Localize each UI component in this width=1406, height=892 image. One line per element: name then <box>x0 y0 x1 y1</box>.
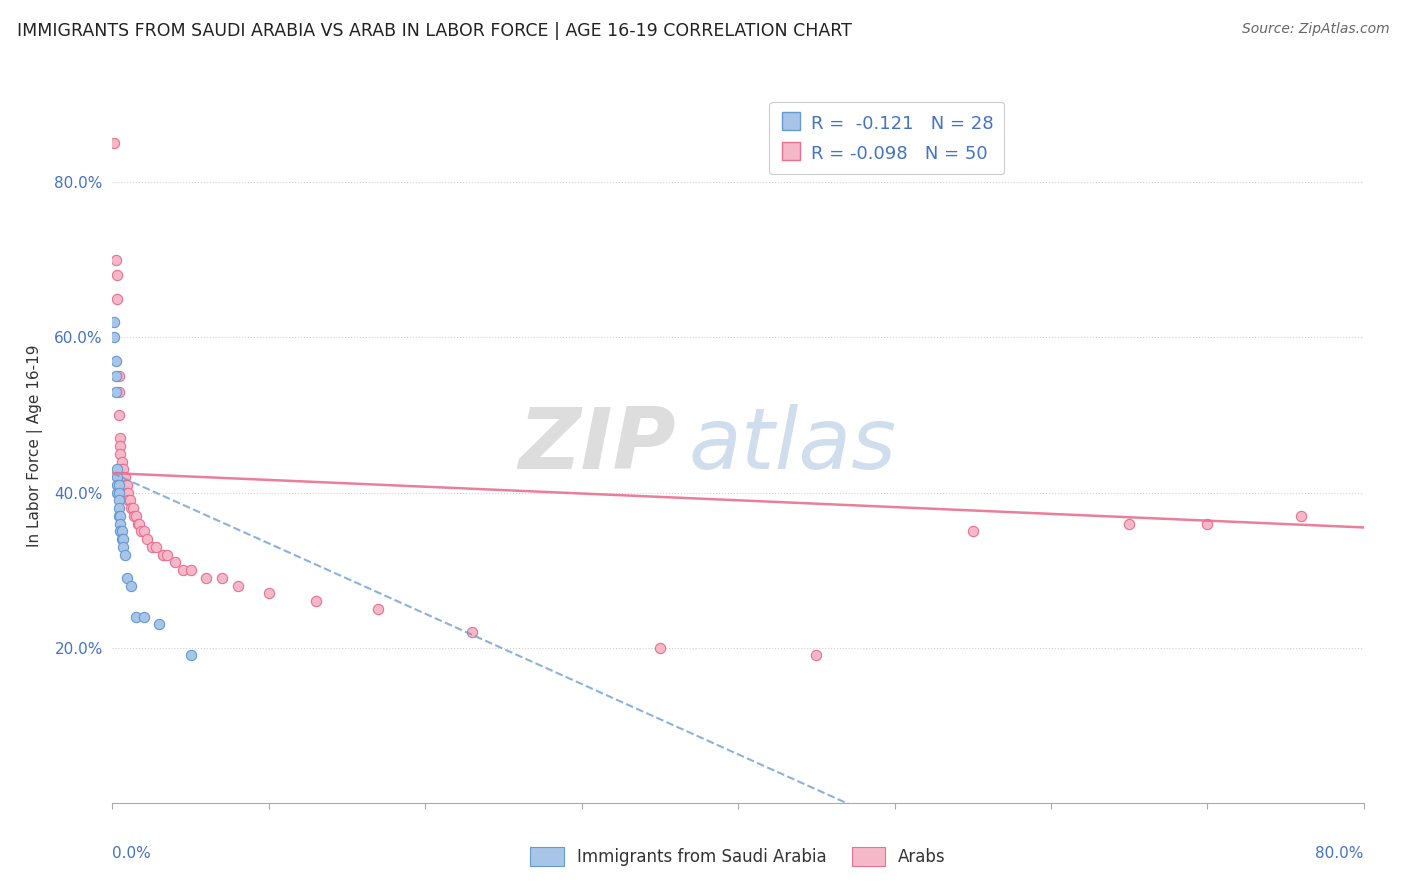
Point <box>127 516 149 531</box>
Point <box>112 532 135 546</box>
Point <box>152 548 174 562</box>
Point <box>104 369 127 384</box>
Point <box>135 532 157 546</box>
Point <box>103 136 125 151</box>
Point <box>110 508 132 523</box>
Point <box>114 477 136 491</box>
Point <box>118 493 141 508</box>
Point <box>104 384 127 399</box>
Text: atlas: atlas <box>688 404 896 488</box>
Point <box>156 548 179 562</box>
Y-axis label: In Labor Force | Age 16-19: In Labor Force | Age 16-19 <box>27 344 44 548</box>
Point <box>111 454 134 468</box>
Point <box>148 617 170 632</box>
Text: IMMIGRANTS FROM SAUDI ARABIA VS ARAB IN LABOR FORCE | AGE 16-19 CORRELATION CHAR: IMMIGRANTS FROM SAUDI ARABIA VS ARAB IN … <box>17 22 852 40</box>
Point <box>105 470 128 484</box>
Point <box>461 625 484 640</box>
Point <box>105 462 128 476</box>
Point <box>112 540 135 554</box>
Text: 0.0%: 0.0% <box>112 846 152 861</box>
Point <box>180 648 202 663</box>
Point <box>120 501 142 516</box>
Point <box>163 555 186 569</box>
Point <box>114 548 136 562</box>
Point <box>115 571 138 585</box>
Text: Source: ZipAtlas.com: Source: ZipAtlas.com <box>1241 22 1389 37</box>
Point <box>1291 508 1313 523</box>
Point <box>145 540 167 554</box>
Point <box>226 579 249 593</box>
Point <box>110 516 132 531</box>
Point <box>104 252 127 267</box>
Point <box>107 485 129 500</box>
Point <box>105 292 128 306</box>
Point <box>257 586 280 600</box>
Point <box>107 477 129 491</box>
Point <box>117 485 139 500</box>
Point <box>107 384 129 399</box>
Point <box>367 602 389 616</box>
Point <box>962 524 984 539</box>
Point <box>211 571 233 585</box>
Legend: Immigrants from Saudi Arabia, Arabs: Immigrants from Saudi Arabia, Arabs <box>523 840 953 873</box>
Point <box>107 508 129 523</box>
Point <box>107 408 129 422</box>
Point <box>103 315 125 329</box>
Point <box>141 540 163 554</box>
Point <box>305 594 328 608</box>
Point <box>110 447 132 461</box>
Point <box>110 524 132 539</box>
Point <box>114 470 136 484</box>
Point <box>111 532 134 546</box>
Point <box>124 508 146 523</box>
Point <box>125 609 148 624</box>
Point <box>129 524 152 539</box>
Point <box>105 485 128 500</box>
Point <box>180 563 202 577</box>
Point <box>648 640 671 655</box>
Point <box>121 501 143 516</box>
Point <box>103 330 125 344</box>
Point <box>112 462 135 476</box>
Point <box>107 493 129 508</box>
Point <box>132 609 155 624</box>
Point <box>806 648 828 663</box>
Point <box>110 439 132 453</box>
Point <box>105 268 128 283</box>
Point <box>115 477 138 491</box>
Point <box>104 353 127 368</box>
Point <box>128 516 150 531</box>
Point <box>112 470 135 484</box>
Point <box>107 501 129 516</box>
Point <box>132 524 155 539</box>
Point <box>117 493 139 508</box>
Point <box>111 524 134 539</box>
Point <box>1197 516 1219 531</box>
Point <box>195 571 218 585</box>
Point <box>120 579 142 593</box>
Point <box>111 462 134 476</box>
Point <box>1118 516 1140 531</box>
Point <box>172 563 194 577</box>
Point <box>107 369 129 384</box>
Text: 80.0%: 80.0% <box>1316 846 1364 861</box>
Point <box>115 485 138 500</box>
Point <box>125 508 148 523</box>
Text: ZIP: ZIP <box>517 404 675 488</box>
Point <box>110 431 132 445</box>
Point <box>105 477 128 491</box>
